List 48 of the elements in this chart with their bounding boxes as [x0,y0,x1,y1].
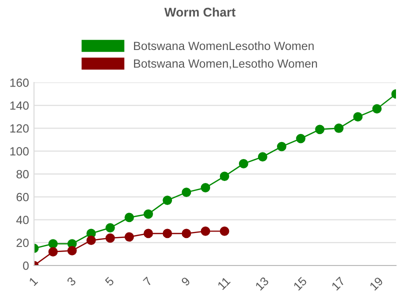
x-tick-label: 19 [369,276,384,291]
point [200,226,210,236]
point [258,152,268,162]
y-tick-label: 60 [16,192,29,202]
x-tick-label: 15 [293,276,308,291]
y-tick-label: 20 [16,238,29,248]
x-tick-label: 17 [331,276,346,291]
point [182,228,192,238]
point [220,226,230,236]
point [124,212,134,222]
point [353,112,363,122]
x-tick-label: 7 [142,276,152,286]
point [106,223,115,232]
y-tick-label: 40 [16,216,29,224]
point [315,124,324,134]
point [144,228,153,238]
x-tick-label: 1 [28,276,38,286]
point [48,247,58,256]
x-tick-label: 5 [104,276,114,286]
chart-title: Worm Chart [164,7,236,17]
y-tick-label: 120 [10,124,29,133]
point [48,239,58,248]
point [296,134,306,144]
y-tick-label: 80 [16,170,29,178]
legend-label: Botswana WomenLesotho Women [134,41,314,50]
point [86,236,96,246]
point [67,246,77,256]
point [238,159,248,168]
x-tick-label: 9 [180,276,191,286]
point [106,233,115,243]
legend-label: Botswana Women,Lesotho Women [134,59,317,70]
point [200,183,210,192]
point [162,228,172,238]
x-tick-label: 11 [217,276,231,290]
point [182,188,192,197]
y-tick-label: 140 [10,101,29,110]
point [162,196,172,205]
y-tick-label: 0 [23,262,29,270]
point [372,104,382,114]
y-tick-label: 160 [10,78,29,87]
point [124,232,134,242]
point [334,124,344,133]
x-tick-label: 13 [254,276,270,291]
y-tick-label: 100 [10,147,29,156]
point [277,142,286,152]
point [144,209,153,219]
point [220,172,230,181]
x-tick-label: 3 [66,276,76,286]
